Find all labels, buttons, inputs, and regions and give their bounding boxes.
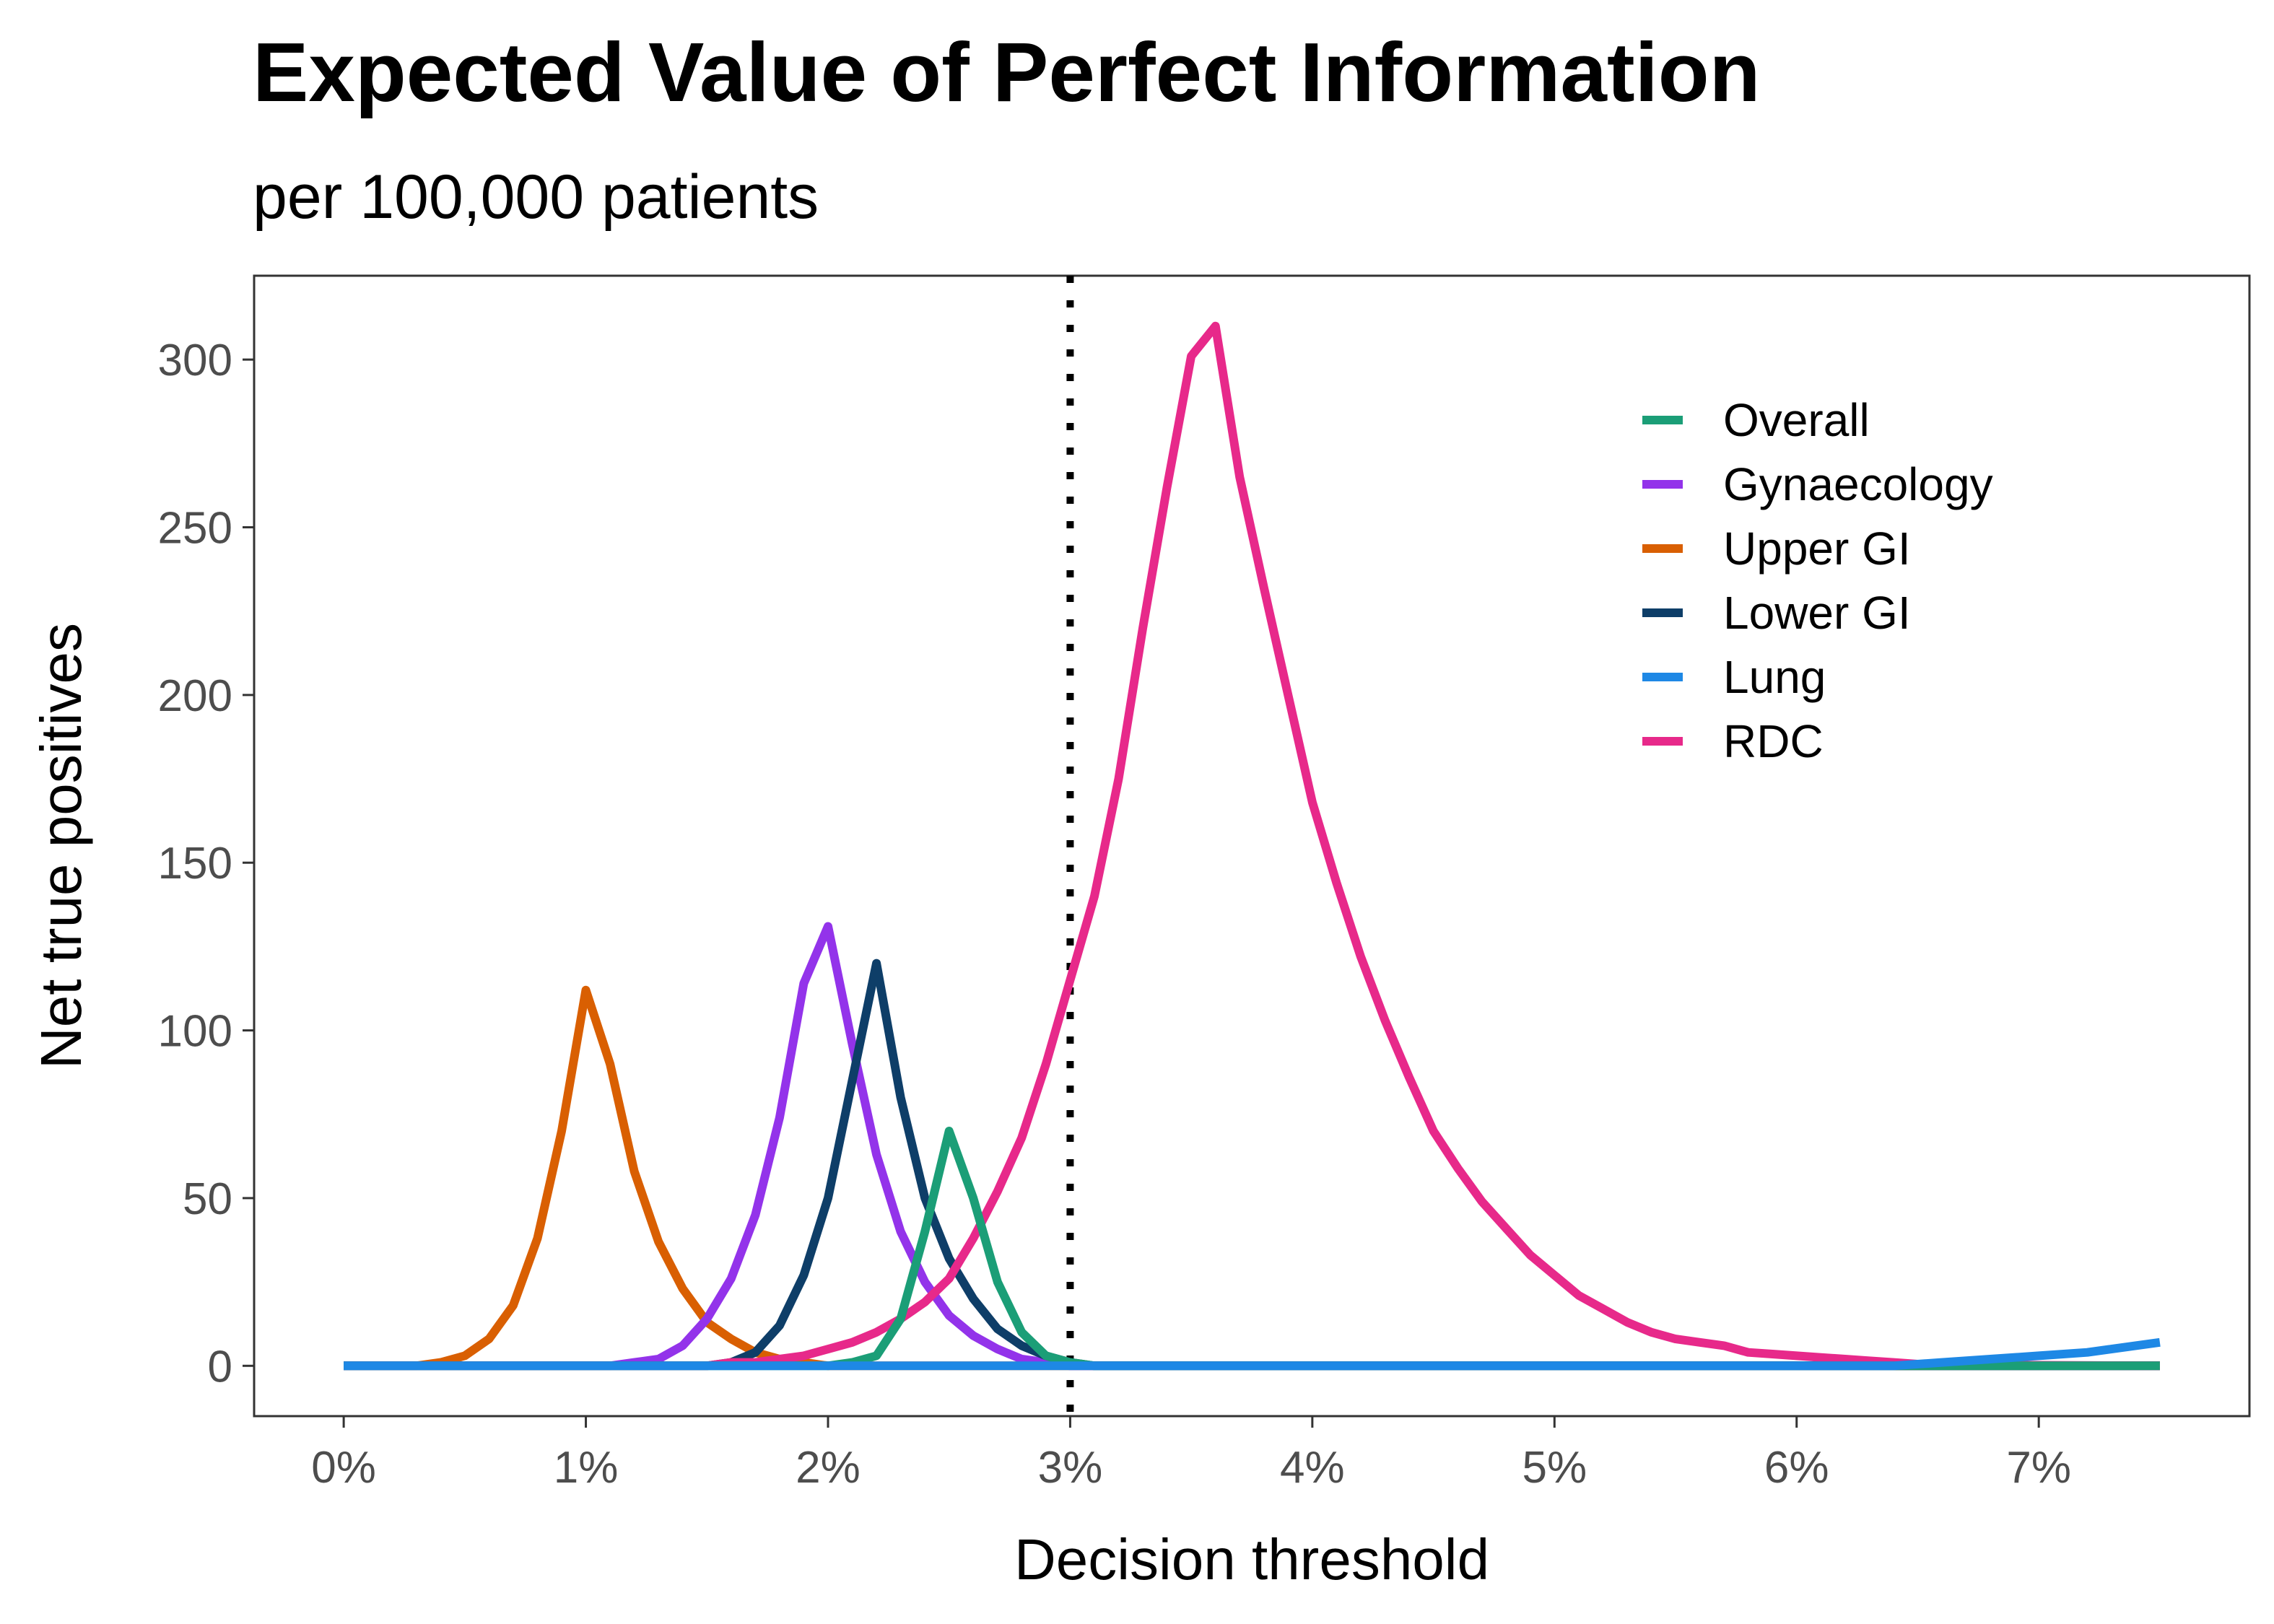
series-line-overall	[344, 1127, 2160, 1371]
legend-label: RDC	[1723, 715, 1824, 767]
x-tick-label: 2%	[796, 1443, 861, 1493]
y-tick-label: 200	[158, 671, 232, 721]
legend-label: Overall	[1723, 394, 1870, 446]
legend: Overall Gynaecology Upper GI Lower GI Lung RD…	[1642, 394, 1993, 767]
legend-label: Upper GI	[1723, 523, 1911, 575]
x-tick-label: 6%	[1764, 1443, 1829, 1493]
y-tick-label: 300	[158, 336, 232, 385]
series-line-gynaecology	[344, 922, 2160, 1371]
legend-label: Lung	[1723, 651, 1826, 703]
series-line-upper-gi	[344, 985, 2160, 1371]
legend-label: Gynaecology	[1723, 458, 1993, 510]
series-group	[344, 321, 2161, 1371]
x-tick-label: 1%	[554, 1443, 619, 1493]
x-tick-label: 0%	[311, 1443, 376, 1493]
y-tick-label: 50	[183, 1174, 232, 1224]
y-axis: 0 50 100 150 200 250 300	[158, 336, 254, 1392]
y-axis-title: Net true positives	[29, 623, 93, 1069]
x-tick-label: 7%	[2006, 1443, 2071, 1493]
x-tick-label: 3%	[1038, 1443, 1103, 1493]
x-axis-title: Decision threshold	[1014, 1527, 1489, 1592]
legend-label: Lower GI	[1723, 587, 1911, 639]
x-tick-label: 4%	[1280, 1443, 1345, 1493]
chart-subtitle: per 100,000 patients	[253, 162, 819, 232]
y-tick-label: 100	[158, 1007, 232, 1057]
y-tick-label: 150	[158, 839, 232, 889]
x-axis: 0% 1% 2% 3% 4% 5% 6% 7%	[311, 1416, 2071, 1493]
series-line-lower-gi	[344, 959, 2160, 1371]
series-line-lung	[344, 1337, 2161, 1371]
y-tick-label: 250	[158, 504, 232, 554]
y-tick-label: 0	[208, 1342, 232, 1392]
chart-title: Expected Value of Perfect Information	[253, 25, 1761, 119]
plot-area: 0 50 100 150 200 250 300 0% 1% 2% 3% 4% 5% 6% 7%	[158, 274, 2251, 1493]
panel-border	[253, 274, 2251, 1418]
x-tick-label: 5%	[1522, 1443, 1587, 1493]
